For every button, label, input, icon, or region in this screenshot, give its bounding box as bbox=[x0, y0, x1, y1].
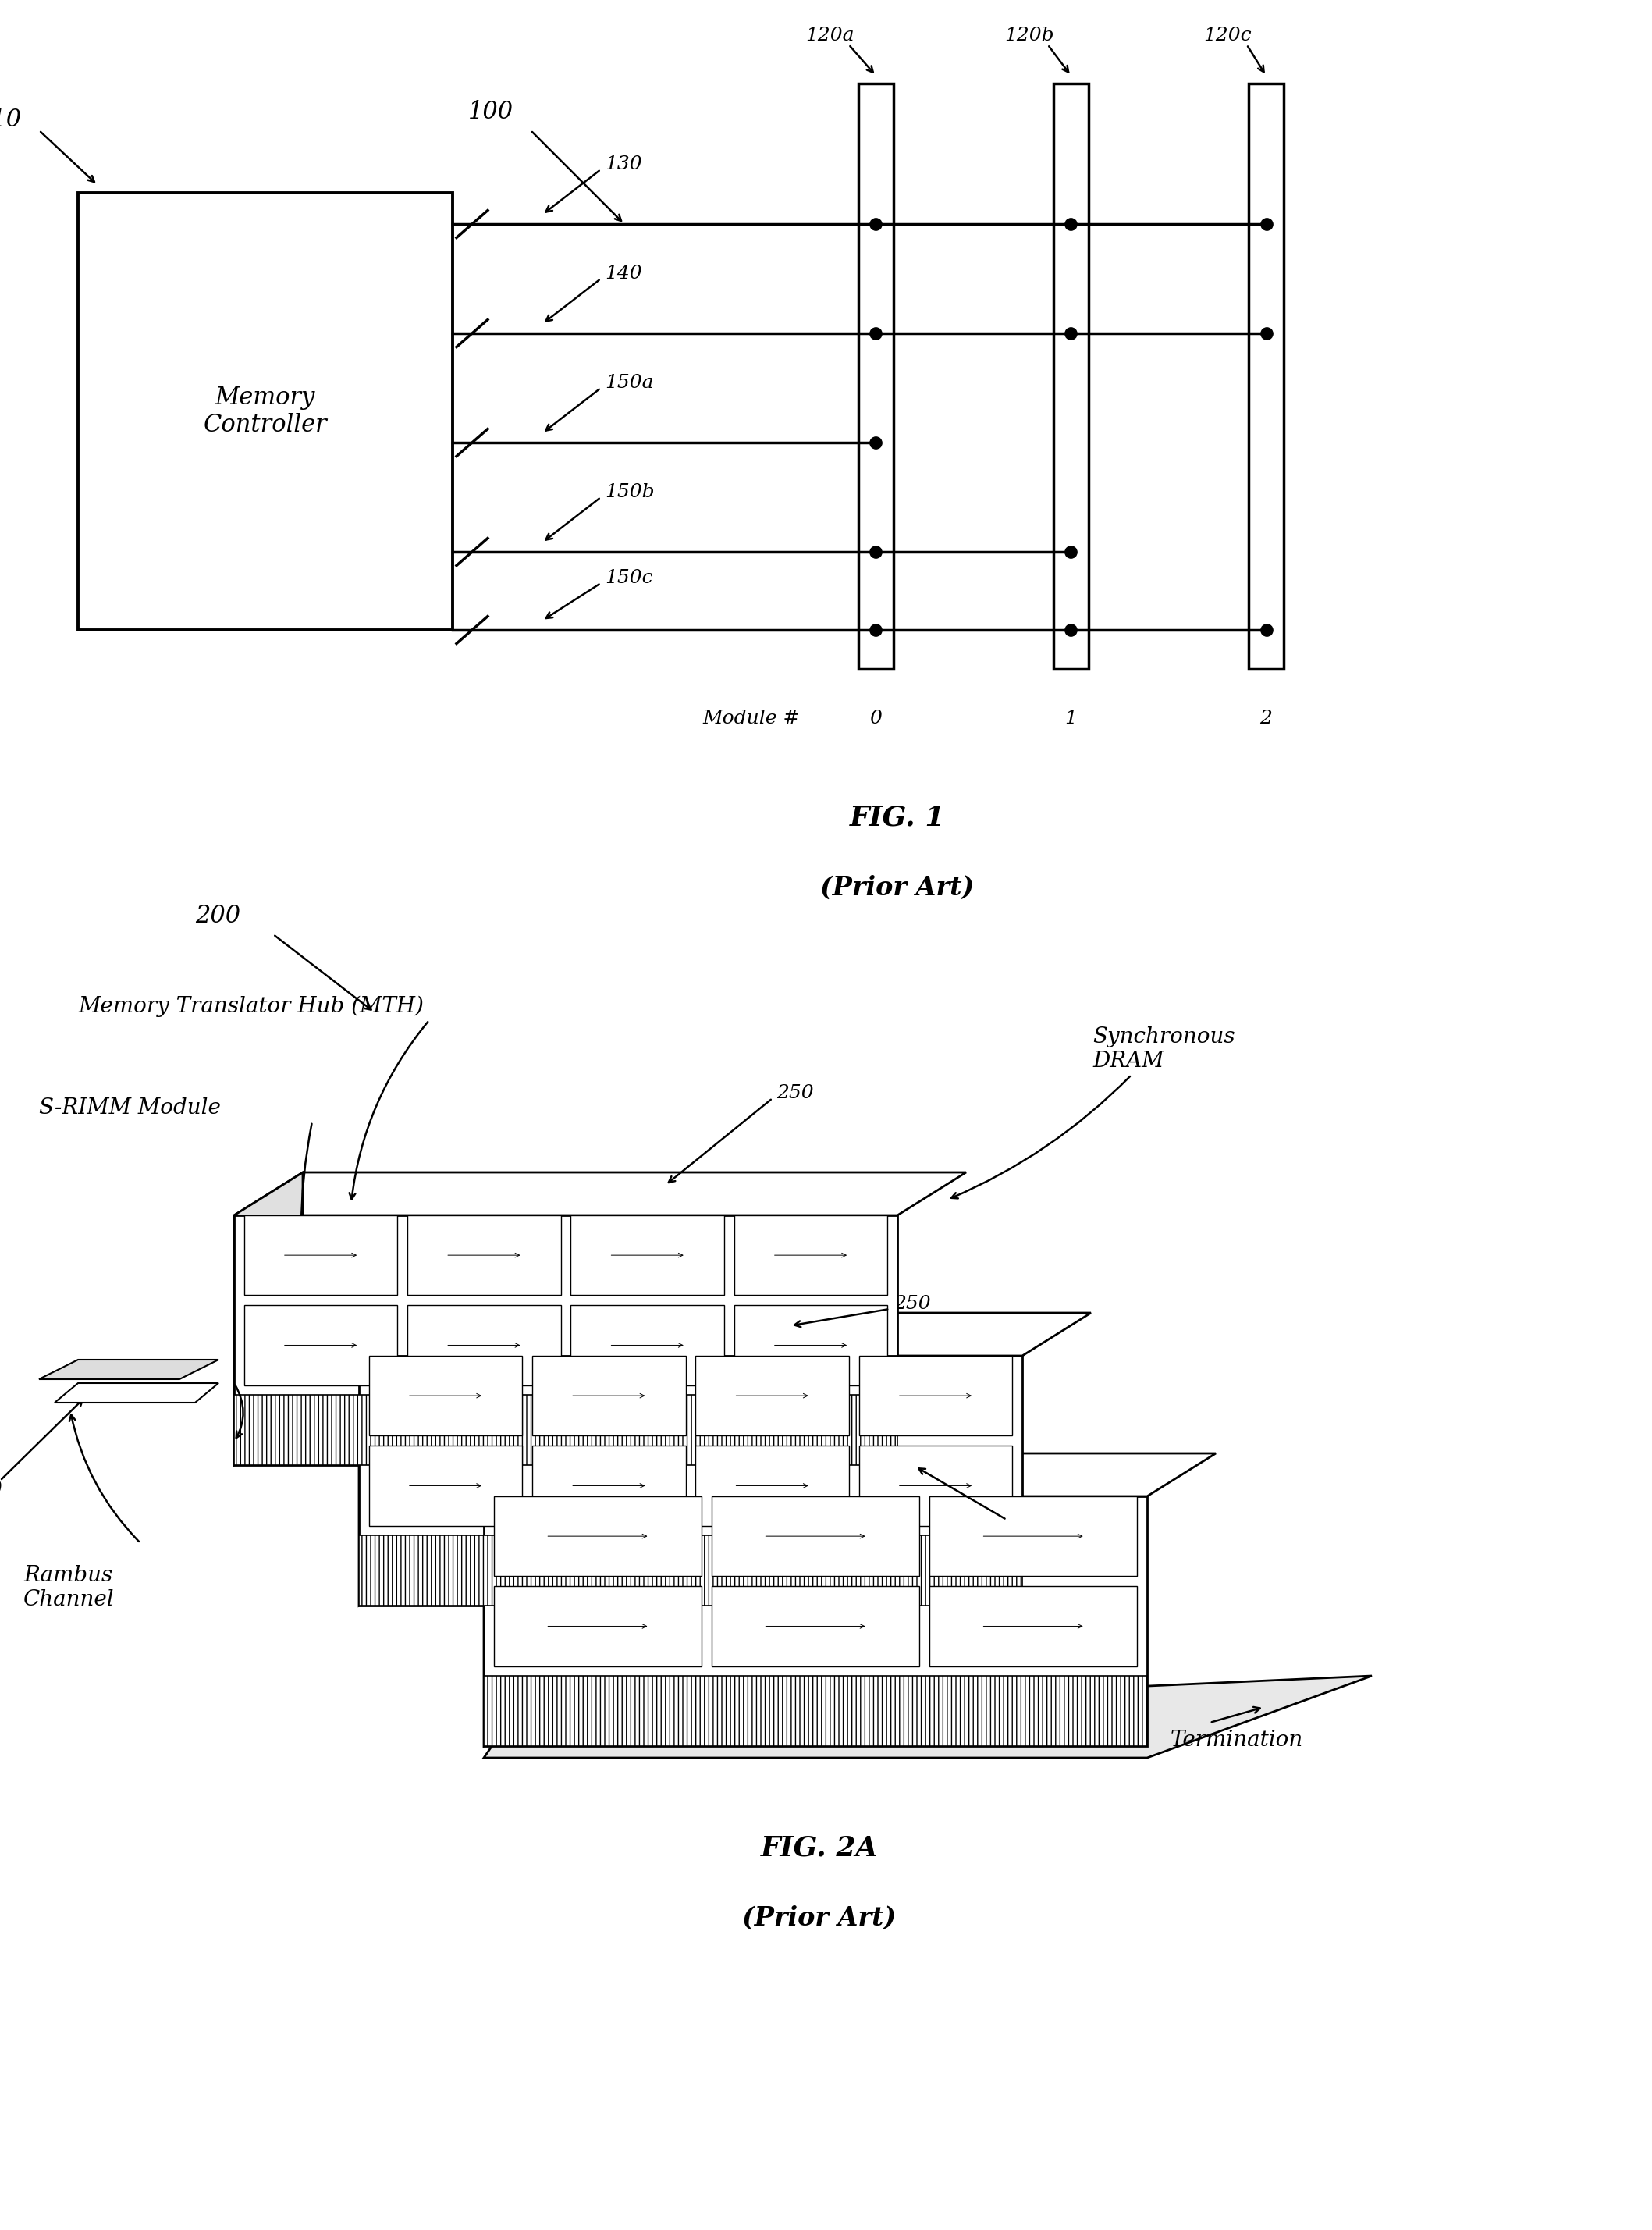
Text: 150b: 150b bbox=[605, 484, 654, 502]
Polygon shape bbox=[235, 1173, 302, 1465]
Bar bbox=[695, 1356, 849, 1436]
Bar bbox=[368, 1445, 522, 1525]
Polygon shape bbox=[484, 1496, 1146, 1746]
Text: Termination: Termination bbox=[1171, 1730, 1303, 1751]
Text: (Prior Art): (Prior Art) bbox=[742, 1904, 897, 1931]
Bar bbox=[859, 1356, 1013, 1436]
Text: 120b: 120b bbox=[1004, 27, 1054, 45]
Text: (Prior Art): (Prior Art) bbox=[821, 874, 975, 901]
Bar bbox=[859, 1445, 1013, 1525]
Bar bbox=[859, 83, 894, 669]
Text: Memory Translator Hub (MTH): Memory Translator Hub (MTH) bbox=[78, 995, 423, 1017]
Polygon shape bbox=[358, 1313, 428, 1606]
Text: Rambus
Channel: Rambus Channel bbox=[23, 1565, 114, 1610]
Polygon shape bbox=[358, 1356, 1023, 1606]
Bar bbox=[244, 1215, 398, 1296]
Bar bbox=[494, 1496, 702, 1577]
Bar bbox=[930, 1586, 1137, 1666]
Bar bbox=[1054, 83, 1089, 669]
Text: 250: 250 bbox=[894, 1296, 930, 1313]
Text: 110: 110 bbox=[0, 107, 21, 132]
Bar bbox=[244, 1305, 398, 1385]
Text: S-RIMM Module: S-RIMM Module bbox=[40, 1097, 221, 1119]
Bar bbox=[484, 1677, 1146, 1746]
Bar bbox=[1249, 83, 1284, 669]
Polygon shape bbox=[358, 1313, 1090, 1356]
Polygon shape bbox=[235, 1173, 966, 1215]
Bar bbox=[733, 1215, 887, 1296]
Bar bbox=[712, 1586, 920, 1666]
Text: FIG. 2A: FIG. 2A bbox=[760, 1835, 879, 1860]
Polygon shape bbox=[40, 1360, 218, 1378]
Bar bbox=[532, 1356, 686, 1436]
Polygon shape bbox=[484, 1454, 552, 1746]
Bar bbox=[368, 1356, 522, 1436]
Bar bbox=[408, 1305, 560, 1385]
Text: Memory
Controller: Memory Controller bbox=[203, 386, 327, 437]
Polygon shape bbox=[484, 1675, 1371, 1757]
Text: 2: 2 bbox=[1260, 709, 1272, 727]
Bar bbox=[358, 1536, 1023, 1606]
Bar bbox=[570, 1305, 724, 1385]
Text: 140: 140 bbox=[605, 265, 643, 283]
Text: 120c: 120c bbox=[1204, 27, 1252, 45]
Text: 150a: 150a bbox=[605, 375, 654, 392]
Text: 120a: 120a bbox=[806, 27, 854, 45]
Bar bbox=[733, 1305, 887, 1385]
Bar bbox=[494, 1586, 702, 1666]
Text: 200: 200 bbox=[195, 903, 241, 928]
Text: FIG. 1: FIG. 1 bbox=[849, 805, 945, 830]
Text: Synchronous
DRAM: Synchronous DRAM bbox=[1092, 1026, 1236, 1073]
Bar bbox=[695, 1445, 849, 1525]
Text: 250: 250 bbox=[1011, 1505, 1047, 1523]
Text: 130: 130 bbox=[605, 156, 643, 174]
Bar bbox=[78, 192, 453, 629]
Bar bbox=[712, 1496, 920, 1577]
Bar bbox=[930, 1496, 1137, 1577]
Polygon shape bbox=[484, 1454, 1216, 1496]
Text: 260: 260 bbox=[0, 1481, 2, 1501]
Polygon shape bbox=[55, 1383, 218, 1403]
Text: Module #: Module # bbox=[702, 709, 800, 727]
Bar bbox=[570, 1215, 724, 1296]
Polygon shape bbox=[235, 1215, 897, 1465]
Bar bbox=[532, 1445, 686, 1525]
Bar bbox=[235, 1396, 897, 1465]
Text: 250: 250 bbox=[776, 1084, 814, 1102]
Bar bbox=[408, 1215, 560, 1296]
Text: 0: 0 bbox=[869, 709, 882, 727]
Text: 1: 1 bbox=[1066, 709, 1077, 727]
Text: 100: 100 bbox=[468, 100, 514, 125]
Text: 150c: 150c bbox=[605, 569, 653, 586]
